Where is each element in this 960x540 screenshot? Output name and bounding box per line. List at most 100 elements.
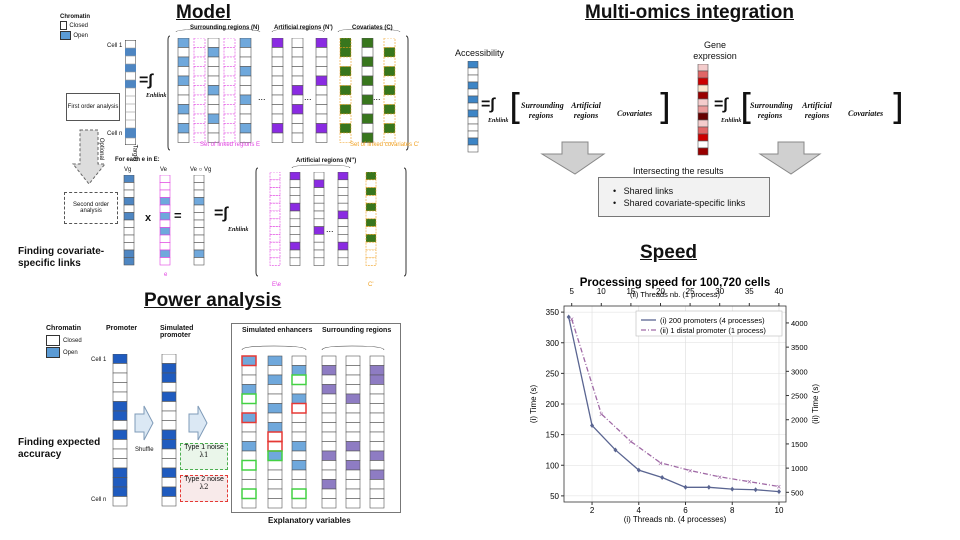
model-region-col-3-cell [223,113,236,124]
sim-promoter-cells-cell [161,363,177,374]
second-order-columns [123,175,205,266]
model-region-col-4-cell [239,85,252,96]
model-region-col-0-cell [177,132,190,143]
surr-col-2-cell [369,384,385,395]
e-minus-column-cell [269,226,281,235]
enh-col-0-cell [241,422,257,433]
set-linked-label: Set of linked regions E [200,142,261,148]
art2-col-1-cell [313,202,325,212]
sim-promoter-cells-cell [161,420,177,431]
surr-col-1-cell [345,374,361,385]
expr-cells-cell [697,140,709,149]
model-region-col-7 [315,38,328,143]
model-region-col-9-cell [361,56,374,67]
art2-col-0-cell [289,218,301,227]
model-region-col-0-cell [177,85,190,96]
surr-col-0-cell [321,460,337,471]
enh-col-2-cell [291,460,307,471]
model-region-col-8-cell [339,85,352,96]
model-region-col-1-cell [193,104,206,115]
power-open-label: Open [63,349,78,356]
equals-sign: = [174,208,182,223]
surr-col-0-cell [321,403,337,414]
surr-col-1-cell [345,412,361,423]
enh-col-0-cell [241,488,257,499]
type1-label: Type 1 noise [184,444,224,451]
ve-column-cell [159,182,171,191]
acc-cells-cell [467,61,479,69]
type1-highlight [267,450,283,462]
multi-eq1: =∫ [481,96,495,113]
sim-promoter-cells-cell [161,477,177,488]
enh-col-0-cell [241,498,257,509]
set-cov-label: Set of linked covariates C' [350,142,420,148]
ve-column-cell [159,249,171,258]
y-tick-label: 100 [546,461,560,470]
y2-tick-label: 4000 [791,319,808,328]
surr-col-1-cell [345,441,361,452]
cprime-column-cell [365,226,377,235]
enh-col-0-cell [241,403,257,414]
enh-col-2-cell [291,355,307,366]
x-axis-label: (i) Threads nb. (4 processes) [624,515,727,524]
art2-col-0-cell [289,195,301,204]
model-region-col-1-cell [193,113,206,124]
surr-col-2-cell [369,393,385,404]
cprime-column-cell [365,179,377,188]
model-region-col-2-cell [207,66,220,77]
art2-col-2-cell [337,179,349,188]
sim-enh-header: Simulated enhancers [242,327,313,334]
surr-col-2-cell [369,374,385,385]
enh-col-0-cell [241,441,257,452]
second-enhlink-label: Enhlink [228,227,249,233]
intersect-label: Intersecting the results [633,166,724,176]
type2-label: Type 2 noise [184,476,224,483]
art2-col-2 [337,172,349,266]
art2-col-1-cell [313,218,325,227]
surr-col-1 [345,355,361,509]
e-minus-column [269,172,281,266]
vevg-column-cell [193,204,205,213]
surr-col-1-cell [345,384,361,395]
vg-column-cell [123,242,135,251]
model-region-col-6-cell [291,75,304,86]
model-region-col-10-cell [383,56,396,67]
vevg-column [193,175,205,266]
model-region-col-0-cell [177,47,190,58]
model-region-col-2-cell [207,104,220,115]
art2-col-0-cell [289,210,301,220]
expr-cells [697,64,709,156]
enh-col-0-cell [241,450,257,461]
model-region-col-7-cell [315,85,328,96]
model-region-col-8-cell [339,123,352,134]
model-region-col-6 [291,38,304,143]
model-region-col-2-cell [207,85,220,96]
enh-col-2-cell [291,412,307,423]
accessibility-column [467,61,479,153]
shared-links-text: Shared links [623,186,674,196]
right-merge-arrow [758,141,822,175]
art2-col-2-cell [337,195,349,204]
art2-col-2-cell [337,172,349,181]
model-region-col-2-cell [207,113,220,124]
model-region-col-2-cell [207,94,220,105]
enh-col-0 [241,355,257,509]
promoter-cells-cell [112,391,128,402]
promoter-cells [112,354,128,507]
enh-col-1-cell [267,498,283,509]
e-minus-column-cell [269,187,281,196]
surr-col-1-cell [345,498,361,509]
model-region-col-10-cell [383,123,396,134]
promoter-cells-cell [112,496,128,507]
model-region-col-2-cell [207,47,220,58]
multi-art2: Artificial regions [802,101,832,120]
promoter-cells-cell [112,372,128,383]
e-minus-column-cell [269,218,281,227]
model-region-col-7-cell [315,75,328,86]
multi-closebracket1: ] [657,87,672,128]
expression-column [697,64,709,156]
multi-enhlink1: Enhlink [488,118,509,124]
model-region-col-7-cell [315,94,328,105]
art2-col-1-cell [313,195,325,204]
sim-promoter-cells-cell [161,448,177,459]
